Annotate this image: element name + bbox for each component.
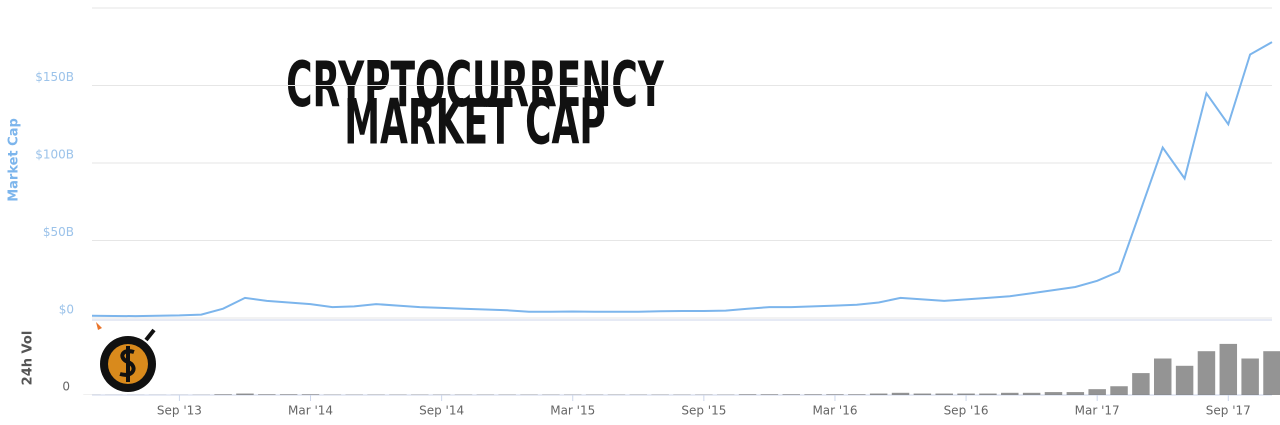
- volume-bar: [913, 393, 932, 395]
- volume-bar: [214, 394, 232, 395]
- y-tick-label: $0: [59, 303, 74, 317]
- y2-tick-label: 0: [62, 380, 70, 394]
- volume-bar: [979, 393, 997, 395]
- x-tick-label: Mar '17: [1075, 404, 1120, 418]
- volume-bar: [1219, 343, 1238, 395]
- market-cap-line: [91, 41, 1273, 318]
- volume-bar: [1022, 392, 1041, 395]
- volume-bar: [1154, 358, 1172, 395]
- volume-bar: [782, 394, 800, 395]
- volume-bar: [301, 394, 320, 395]
- volume-bar: [826, 394, 844, 395]
- volume-bar: [957, 393, 975, 395]
- x-tick-label: Sep '14: [419, 404, 464, 418]
- volume-bar: [1110, 386, 1128, 395]
- x-tick-label: Mar '16: [812, 404, 857, 418]
- volume-bar: [1175, 365, 1194, 395]
- volume-bar: [848, 394, 866, 395]
- volume-bar: [1241, 358, 1259, 395]
- volume-bar: [236, 393, 254, 395]
- volume-bar: [1088, 389, 1106, 395]
- y-tick-label: $150B: [35, 70, 74, 84]
- volume-bar: [804, 394, 822, 395]
- volume-bar: [1044, 392, 1063, 395]
- logo-icon: [96, 322, 156, 392]
- volume-bar: [760, 394, 779, 395]
- y-axis-label: Market Cap: [7, 118, 22, 202]
- volume-bar: [869, 393, 888, 395]
- volume-bar: [1132, 373, 1150, 395]
- volume-bar: [1066, 392, 1085, 395]
- volume-bar: [738, 394, 757, 395]
- y-tick-label: $50B: [43, 225, 74, 239]
- volume-bar: [891, 392, 910, 395]
- x-tick-label: Sep '17: [1206, 404, 1251, 418]
- volume-bar: [1001, 392, 1019, 395]
- y-tick-label: $100B: [35, 148, 74, 162]
- volume-bar: [935, 393, 953, 395]
- x-tick-label: Sep '13: [157, 404, 202, 418]
- x-tick-label: Mar '15: [550, 404, 595, 418]
- chart-title: MARKET CAP: [344, 87, 606, 160]
- volume-bar: [279, 394, 298, 395]
- x-tick-label: Sep '15: [681, 404, 726, 418]
- x-tick-label: Mar '14: [288, 404, 333, 418]
- volume-bar: [1263, 351, 1280, 395]
- volume-bar: [258, 394, 276, 395]
- y2-axis-label: 24h Vol: [21, 331, 36, 386]
- volume-bar: [1197, 351, 1216, 395]
- x-tick-label: Sep '16: [944, 404, 989, 418]
